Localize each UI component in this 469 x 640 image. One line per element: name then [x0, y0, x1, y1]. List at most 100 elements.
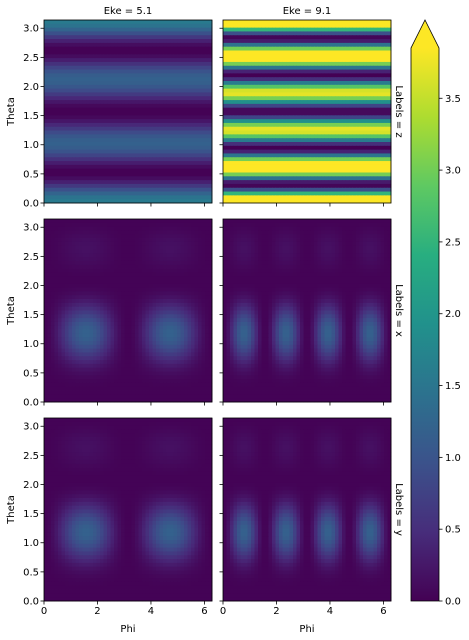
heatmap-cell [352, 176, 357, 181]
heatmap-cell [86, 183, 90, 189]
heatmap-cell [261, 183, 266, 189]
heatmap-cell [307, 20, 311, 25]
heatmap-cell [159, 134, 164, 139]
heatmap-cell [345, 92, 350, 97]
heatmap-cell [208, 226, 213, 231]
heatmap-cell [58, 234, 62, 239]
heatmap-cell [173, 199, 178, 204]
heatmap-cell [352, 50, 357, 55]
heatmap-cell [293, 31, 297, 36]
heatmap-cell [296, 199, 301, 204]
heatmap-cell [349, 145, 353, 151]
heatmap-cell [145, 172, 150, 177]
heatmap-cell [170, 81, 174, 86]
heatmap-cell [352, 88, 357, 93]
heatmap-cell [275, 58, 280, 63]
heatmap-cell [170, 119, 174, 124]
heatmap-cell [107, 119, 111, 124]
heatmap-cell [173, 226, 178, 231]
heatmap-cell [65, 176, 69, 181]
heatmap-cell [96, 20, 101, 25]
heatmap-cell [205, 145, 209, 151]
heatmap-cell [230, 183, 234, 189]
heatmap-cell [356, 81, 360, 86]
heatmap-cell [321, 134, 325, 139]
heatmap-cell [138, 180, 143, 185]
heatmap-cell [117, 73, 122, 78]
heatmap-cell [258, 27, 262, 32]
heatmap-cell [289, 180, 294, 185]
heatmap-cell [173, 96, 178, 101]
heatmap-cell [201, 134, 206, 139]
heatmap-cell [300, 35, 304, 40]
heatmap-cell [103, 230, 108, 235]
heatmap-cell [233, 145, 238, 151]
heatmap-cell [356, 50, 360, 55]
heatmap-cell [310, 180, 315, 185]
heatmap-cell [65, 149, 69, 154]
heatmap-cell [370, 73, 374, 78]
heatmap-cell [282, 168, 287, 173]
heatmap-cell [194, 119, 199, 124]
heatmap-cell [205, 230, 209, 235]
heatmap-cell [233, 153, 238, 158]
heatmap-cell [187, 161, 192, 166]
heatmap-cell [363, 134, 367, 139]
heatmap-cell [100, 119, 104, 124]
heatmap-cell [349, 115, 353, 120]
heatmap-cell [254, 130, 259, 135]
heatmap-cell [100, 142, 104, 147]
heatmap-cell [240, 161, 245, 166]
heatmap-cell [328, 183, 332, 189]
heatmap-cell [68, 180, 73, 185]
heatmap-cell [149, 103, 153, 109]
heatmap-cell [117, 234, 122, 239]
heatmap-cell [279, 149, 283, 154]
heatmap-cell [335, 23, 339, 29]
heatmap-cell [121, 157, 125, 162]
heatmap-cell [226, 73, 231, 78]
heatmap-cell [321, 145, 325, 151]
heatmap-cell [198, 96, 202, 101]
heatmap-cell [191, 27, 195, 32]
heatmap-cell [314, 119, 318, 124]
heatmap-cell [261, 54, 266, 59]
heatmap-cell [384, 88, 388, 93]
heatmap-cell [237, 50, 241, 55]
heatmap-cell [356, 65, 360, 70]
heatmap-cell [366, 195, 371, 200]
heatmap-cell [114, 92, 118, 97]
heatmap-cell [58, 245, 62, 250]
heatmap-cell [240, 172, 245, 177]
heatmap-cell [180, 54, 185, 59]
heatmap-cell [114, 126, 118, 131]
heatmap-cell [184, 50, 188, 55]
heatmap-cell [373, 115, 378, 120]
heatmap-cell [328, 172, 332, 177]
heatmap-cell [89, 183, 94, 189]
heatmap-cell [328, 145, 332, 151]
heatmap-cell [124, 230, 129, 235]
heatmap-cell [338, 149, 343, 154]
heatmap-cell [384, 199, 388, 204]
heatmap-cell [82, 111, 87, 116]
heatmap-cell [331, 88, 336, 93]
heatmap-cell [387, 73, 392, 78]
heatmap-cell [184, 84, 188, 90]
heatmap-cell [121, 164, 125, 170]
heatmap-cell [117, 27, 122, 32]
heatmap-cell [300, 183, 304, 189]
heatmap-cell [300, 122, 304, 128]
heatmap-cell [286, 126, 290, 131]
heatmap-cell [366, 42, 371, 48]
heatmap-cell [268, 65, 273, 70]
heatmap-cell [244, 107, 248, 112]
heatmap-cell [233, 168, 238, 173]
heatmap-cell [163, 81, 167, 86]
heatmap-cell [65, 115, 69, 120]
heatmap-cell [194, 27, 199, 32]
heatmap-cell [145, 199, 150, 204]
heatmap-cell [380, 92, 385, 97]
heatmap-cell [86, 65, 90, 70]
heatmap-cell [107, 46, 111, 51]
